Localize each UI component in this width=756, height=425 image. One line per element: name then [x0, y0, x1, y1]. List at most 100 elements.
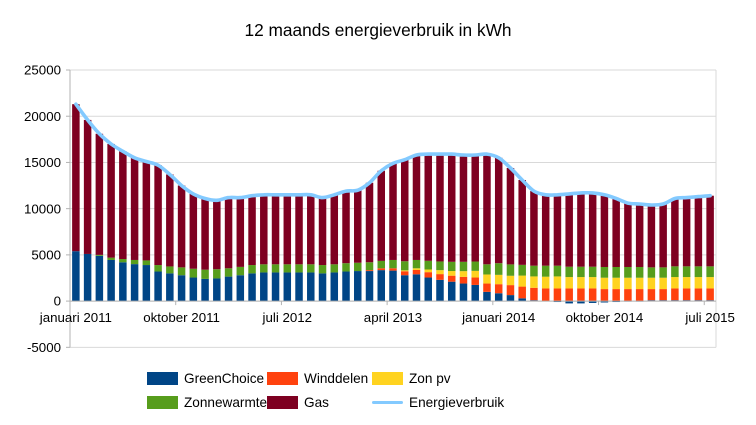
bar-segment [577, 288, 585, 302]
bar-segment [283, 264, 292, 273]
bar-segment [694, 266, 703, 278]
y-tick-label: 10000 [24, 201, 61, 216]
bar-segment [107, 143, 115, 258]
bar-segment [506, 295, 515, 302]
bar-segment [201, 269, 209, 279]
bar-segment [447, 275, 456, 282]
bar-segment [471, 155, 479, 262]
bar-segment [400, 159, 409, 262]
x-tick-label: januari 2014 [461, 310, 535, 325]
bar-segment [283, 272, 292, 302]
bar-segment [400, 270, 409, 272]
y-tick-label: 0 [54, 294, 61, 309]
bar-segment [154, 165, 162, 266]
legend-line-swatch [372, 396, 403, 409]
bar-segment [530, 287, 538, 301]
bar-segment [577, 192, 585, 267]
bar-segment [436, 270, 444, 275]
chart-title: 12 maands energieverbruik in kWh [244, 20, 512, 40]
bar-segment [671, 288, 679, 301]
bar-segment [412, 274, 421, 302]
bar-segment [588, 266, 597, 278]
bar-series-group [72, 104, 714, 304]
bar-segment [365, 270, 374, 272]
bar-segment [530, 276, 538, 288]
bar-segment [142, 161, 151, 261]
bar-segment [494, 293, 503, 302]
bar-segment [236, 275, 245, 302]
bar-segment [389, 163, 397, 260]
bar-segment [72, 104, 80, 252]
bar-segment [412, 155, 421, 260]
bar-segment [83, 119, 92, 254]
bar-segment [377, 270, 386, 302]
bar-segment [400, 261, 409, 271]
y-tick-label: -5000 [27, 340, 61, 355]
bar-segment [530, 265, 538, 277]
bar-segment [142, 265, 151, 302]
bar-segment [177, 185, 186, 268]
bar-segment [565, 301, 573, 304]
bar-segment [483, 291, 491, 302]
bar-segment [553, 265, 562, 277]
bar-segment [483, 274, 491, 284]
x-tick-label: juli 2015 [684, 310, 735, 325]
bar-segment [553, 276, 562, 289]
legend-item-winddelen: Winddelen [267, 371, 372, 386]
bar-segment [354, 190, 362, 263]
bar-segment [248, 265, 256, 274]
bar-segment [600, 266, 609, 278]
bar-segment [436, 279, 444, 302]
y-tick-label: 20000 [24, 109, 61, 124]
bar-segment [706, 266, 714, 278]
bar-segment [671, 266, 679, 278]
bar-segment [436, 261, 444, 271]
bar-segment [283, 194, 292, 265]
bar-segment [318, 197, 327, 266]
legend-item-gas: Gas [267, 395, 372, 410]
bar-segment [471, 277, 479, 285]
bar-segment [166, 273, 174, 302]
bar-segment [565, 277, 573, 289]
bar-segment [83, 253, 92, 302]
x-tick-label: april 2013 [364, 310, 422, 325]
chart-legend: GreenChoice Winddelen Zon pv Zonnewarmte Gas… [147, 366, 542, 414]
bar-segment [459, 276, 468, 284]
bar-segment [142, 260, 151, 266]
bar-segment [553, 288, 562, 302]
bar-segment [659, 289, 667, 301]
legend-label: Energieverbruik [409, 394, 505, 410]
bar-segment [95, 255, 104, 302]
bar-segment [107, 257, 115, 260]
bar-segment [342, 191, 350, 264]
bar-segment [248, 273, 256, 302]
bar-segment [248, 195, 256, 266]
bar-segment [307, 264, 315, 273]
bar-segment [201, 198, 209, 270]
bar-segment [553, 194, 562, 266]
bar-segment [506, 264, 515, 276]
bar-segment [635, 289, 644, 302]
bar-segment [260, 264, 268, 273]
bar-segment [635, 277, 644, 290]
bar-segment [72, 251, 80, 302]
bar-segment [236, 197, 245, 267]
bar-segment [389, 259, 397, 269]
bar-segment [389, 268, 397, 271]
bar-segment [471, 284, 479, 302]
bar-segment [706, 288, 714, 301]
x-tick-label: januari 2011 [39, 310, 112, 325]
bar-segment [541, 194, 550, 266]
legend-item-energieverbruik: Energieverbruik [372, 395, 542, 410]
bar-segment [518, 264, 526, 276]
bar-segment [377, 170, 386, 261]
bar-segment [494, 263, 503, 275]
bar-segment [577, 301, 585, 304]
legend-item-zonnewarmte: Zonnewarmte [147, 395, 267, 410]
legend-color-swatch [372, 371, 403, 385]
y-axis [66, 69, 71, 348]
legend-color-swatch [147, 371, 178, 385]
legend-color-swatch [147, 395, 178, 409]
legend-color-swatch [267, 371, 298, 385]
bar-segment [494, 274, 503, 285]
